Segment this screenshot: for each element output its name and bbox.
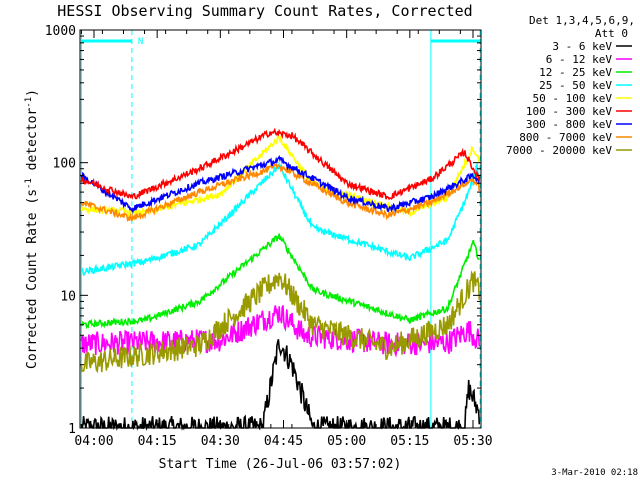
x-tick-label: 04:30: [201, 434, 240, 449]
legend-header-line-1: Det 1,3,4,5,6,9,: [529, 14, 635, 27]
night-interval-markers: N: [80, 30, 481, 428]
x-tick-label: 05:00: [327, 434, 366, 449]
series-line: [80, 127, 481, 201]
x-tick-label: 04:00: [74, 434, 113, 449]
series-line: [80, 339, 481, 432]
y-tick-label: 10: [60, 289, 76, 304]
y-tick-label: 1: [68, 422, 76, 437]
legend-entry-label: 50 - 100 keV: [533, 92, 613, 105]
x-tick-label: 04:45: [264, 434, 303, 449]
legend-entry-label: 800 - 7000 keV: [519, 131, 612, 144]
x-tick-label: 04:15: [138, 434, 177, 449]
series-line: [80, 161, 481, 223]
series-line: [80, 233, 480, 330]
series-layer: [80, 127, 481, 432]
x-tick-label: 05:30: [453, 434, 492, 449]
legend-entry-label: 25 - 50 keV: [539, 79, 612, 92]
x-axis-label: Start Time (26-Jul-06 03:57:02): [159, 457, 402, 472]
series-line: [80, 155, 481, 215]
night-marker-label: N: [138, 37, 143, 47]
legend-header-line-2: Att 0: [595, 27, 628, 40]
chart-title: HESSI Observing Summary Count Rates, Cor…: [57, 2, 472, 20]
y-axis-label: Corrected Count Rate (s-1 detector-1): [24, 89, 40, 369]
series-line: [80, 161, 481, 277]
y-tick-label: 100: [53, 157, 76, 172]
y-tick-label: 1000: [45, 24, 76, 39]
date-stamp: 3-Mar-2010 02:18: [551, 468, 638, 478]
legend-entry-label: 100 - 300 keV: [526, 105, 612, 118]
legend-entry-label: 6 - 12 keV: [546, 53, 613, 66]
legend-entry-label: 300 - 800 keV: [526, 118, 612, 131]
legend-entry-label: 7000 - 20000 keV: [506, 144, 612, 157]
legend-entry-label: 12 - 25 keV: [539, 66, 612, 79]
plot-frame: [79, 29, 482, 429]
axis-ticks: 04:00 04:15 04:30 04:45 05:00 05:15 05:30 1 10 10…: [45, 24, 493, 449]
legend-entry-label: 3 - 6 keV: [552, 40, 612, 53]
x-tick-label: 05:15: [390, 434, 429, 449]
series-line: [80, 270, 481, 374]
